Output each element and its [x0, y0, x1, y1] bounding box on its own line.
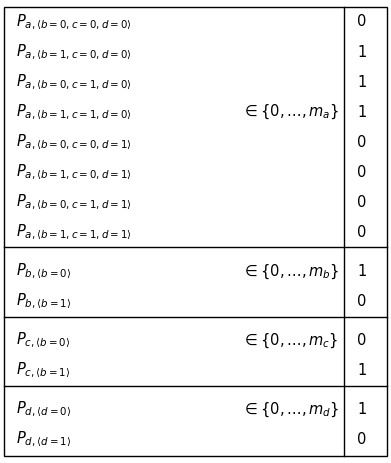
Text: $P_{c,\langle b{=}0\rangle}$: $P_{c,\langle b{=}0\rangle}$ — [16, 331, 70, 350]
Text: $\in \{0,\ldots,m_b\}$: $\in \{0,\ldots,m_b\}$ — [242, 262, 340, 281]
Text: $\in \{0,\ldots,m_a\}$: $\in \{0,\ldots,m_a\}$ — [242, 103, 340, 121]
Text: $P_{a,\langle b{=}1,c{=}1,d{=}1\rangle}$: $P_{a,\langle b{=}1,c{=}1,d{=}1\rangle}$ — [16, 223, 131, 242]
FancyBboxPatch shape — [4, 7, 387, 456]
Text: 1: 1 — [357, 264, 366, 279]
Text: $P_{a,\langle b{=}0,c{=}0,d{=}0\rangle}$: $P_{a,\langle b{=}0,c{=}0,d{=}0\rangle}$ — [16, 13, 131, 31]
Text: $P_{a,\langle b{=}0,c{=}1,d{=}1\rangle}$: $P_{a,\langle b{=}0,c{=}1,d{=}1\rangle}$ — [16, 193, 131, 212]
Text: $P_{a,\langle b{=}0,c{=}1,d{=}0\rangle}$: $P_{a,\langle b{=}0,c{=}1,d{=}0\rangle}$ — [16, 72, 131, 92]
Text: $P_{a,\langle b{=}1,c{=}1,d{=}0\rangle}$: $P_{a,\langle b{=}1,c{=}1,d{=}0\rangle}$ — [16, 102, 131, 122]
Text: 1: 1 — [357, 75, 366, 90]
Text: 0: 0 — [357, 135, 366, 150]
Text: 1: 1 — [357, 363, 366, 378]
Text: $P_{d,\langle d{=}0\rangle}$: $P_{d,\langle d{=}0\rangle}$ — [16, 400, 71, 419]
Text: 1: 1 — [357, 44, 366, 60]
Text: 1: 1 — [357, 105, 366, 119]
Text: $P_{d,\langle d{=}1\rangle}$: $P_{d,\langle d{=}1\rangle}$ — [16, 430, 71, 450]
Text: 0: 0 — [357, 14, 366, 30]
Text: $P_{a,\langle b{=}1,c{=}0,d{=}1\rangle}$: $P_{a,\langle b{=}1,c{=}0,d{=}1\rangle}$ — [16, 163, 131, 182]
Text: $P_{a,\langle b{=}0,c{=}0,d{=}1\rangle}$: $P_{a,\langle b{=}0,c{=}0,d{=}1\rangle}$ — [16, 132, 131, 152]
Text: 0: 0 — [357, 165, 366, 180]
Text: 0: 0 — [357, 225, 366, 240]
Text: $P_{c,\langle b{=}1\rangle}$: $P_{c,\langle b{=}1\rangle}$ — [16, 361, 70, 380]
Text: 0: 0 — [357, 333, 366, 348]
Text: 0: 0 — [357, 294, 366, 309]
Text: $P_{b,\langle b{=}0\rangle}$: $P_{b,\langle b{=}0\rangle}$ — [16, 262, 71, 281]
Text: $P_{a,\langle b{=}1,c{=}0,d{=}0\rangle}$: $P_{a,\langle b{=}1,c{=}0,d{=}0\rangle}$ — [16, 43, 131, 62]
Text: $\in \{0,\ldots,m_c\}$: $\in \{0,\ldots,m_c\}$ — [242, 332, 339, 350]
Text: 0: 0 — [357, 195, 366, 210]
Text: $P_{b,\langle b{=}1\rangle}$: $P_{b,\langle b{=}1\rangle}$ — [16, 292, 71, 311]
Text: 1: 1 — [357, 402, 366, 417]
Text: 0: 0 — [357, 432, 366, 447]
Text: $\in \{0,\ldots,m_d\}$: $\in \{0,\ldots,m_d\}$ — [242, 400, 340, 419]
